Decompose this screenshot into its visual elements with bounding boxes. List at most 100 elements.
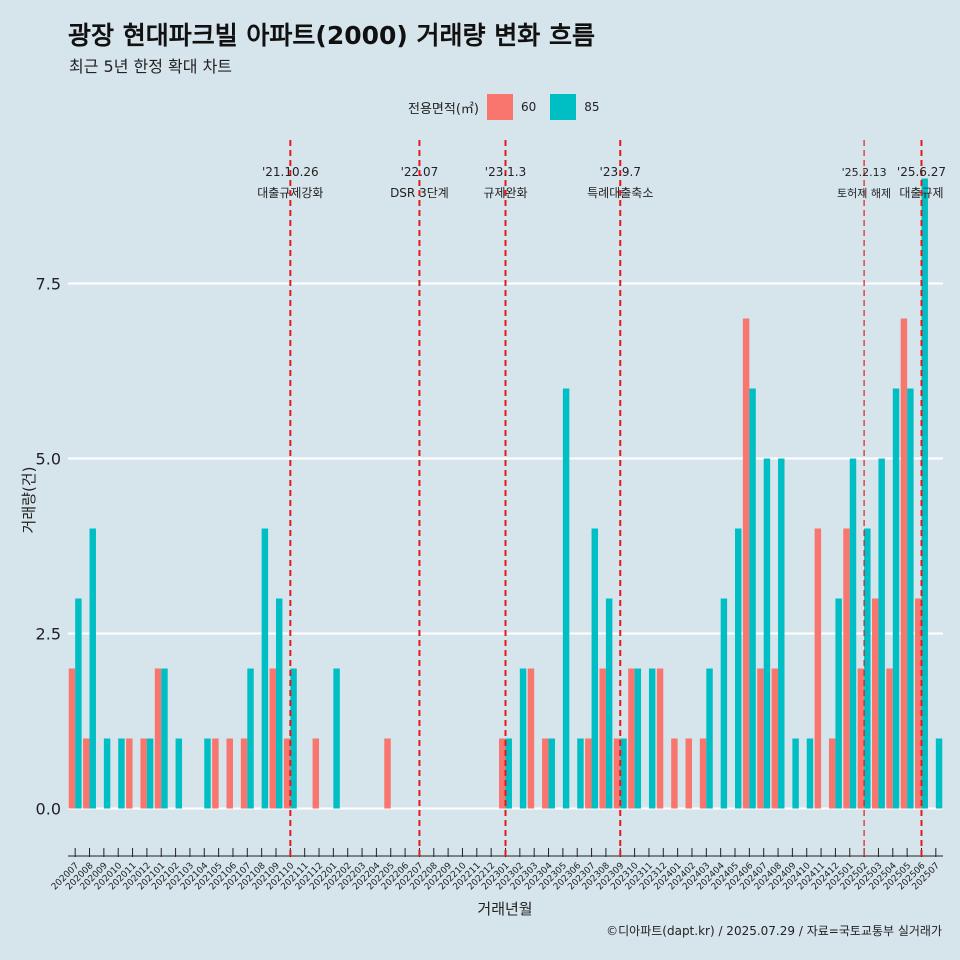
bar-85-202506 xyxy=(921,178,928,809)
bar-85-202408 xyxy=(778,458,785,809)
legend-label-60: 60 xyxy=(520,100,537,114)
bar-85-202502 xyxy=(864,528,871,809)
event-date-202502: '25.2.13 xyxy=(842,166,887,179)
bar-60-202110 xyxy=(283,738,291,809)
bar-60-202412 xyxy=(828,738,836,809)
event-date-202506: '25.6.27 xyxy=(897,165,946,179)
bar-60-202402 xyxy=(685,738,692,809)
footer-credit: ©디아파트(dapt.kr) / 2025.07.29 / 자료=국토교통부 실… xyxy=(606,924,942,938)
legend: 전용면적(㎡) 60 85 xyxy=(408,93,614,121)
bar-60-202308 xyxy=(599,668,606,809)
event-label-202207: DSR 3단계 xyxy=(390,186,449,200)
event-label-202502: 토허제 해제 xyxy=(837,186,891,200)
bar-60-202309 xyxy=(613,738,621,809)
bar-60-202310 xyxy=(628,668,635,809)
x-axis-title: 거래년월 xyxy=(477,900,532,918)
event-date-202301: '23.1.3 xyxy=(485,165,526,179)
y-tick-label-2: 5.0 xyxy=(36,450,61,469)
bar-85-202503 xyxy=(878,458,885,809)
bar-85-202108 xyxy=(261,528,269,809)
bar-60-202008 xyxy=(83,738,90,809)
bar-85-202309 xyxy=(620,738,627,809)
event-label-202110: 대출규제강화 xyxy=(257,186,323,200)
bar-85-202407 xyxy=(763,458,771,809)
bar-60-202012 xyxy=(140,738,147,809)
bar-60-202503 xyxy=(871,598,879,809)
bar-60-202401 xyxy=(671,738,678,809)
legend-title: 전용면적(㎡) xyxy=(408,101,479,117)
bar-60-202301 xyxy=(499,738,506,809)
bar-60-202504 xyxy=(886,668,893,809)
bar-85-202404 xyxy=(720,598,728,809)
bar-85-202405 xyxy=(735,528,742,809)
event-date-202207: '22.07 xyxy=(401,165,439,179)
bar-60-202505 xyxy=(900,318,908,809)
bar-85-202409 xyxy=(792,738,799,809)
bar-60-202205 xyxy=(384,738,391,809)
bar-85-202507 xyxy=(935,738,943,809)
bar-85-202010 xyxy=(118,738,125,809)
bar-60-202411 xyxy=(814,528,822,809)
bar-85-202009 xyxy=(103,738,111,809)
event-date-202110: '21.10.26 xyxy=(262,165,319,179)
y-tick-label-0: 0.0 xyxy=(36,800,61,819)
bar-85-202012 xyxy=(146,738,154,809)
bar-60-202106 xyxy=(226,738,233,809)
event-date-202309: '23.9.7 xyxy=(600,165,641,179)
bar-60-202304 xyxy=(542,738,549,809)
bar-85-202403 xyxy=(706,668,713,809)
bar-85-202008 xyxy=(89,528,96,809)
bar-85-202301 xyxy=(505,738,512,809)
bar-60-202112 xyxy=(312,738,320,809)
bar-85-202109 xyxy=(275,598,283,809)
chart-subtitle: 최근 5년 한정 확대 차트 xyxy=(69,57,233,76)
bar-85-202412 xyxy=(835,598,842,809)
bar-85-202505 xyxy=(907,388,914,809)
bar-85-202308 xyxy=(605,598,613,809)
bar-85-202102 xyxy=(175,738,183,809)
bar-85-202501 xyxy=(849,458,857,809)
event-label-202301: 규제완화 xyxy=(483,186,527,200)
bar-60-202105 xyxy=(212,738,219,809)
legend-label-85: 85 xyxy=(584,100,600,114)
bar-60-202407 xyxy=(757,668,764,809)
bar-85-202410 xyxy=(806,738,814,809)
y-tick-label-3: 7.5 xyxy=(36,275,61,294)
bar-60-202107 xyxy=(240,738,248,809)
bar-60-202506 xyxy=(915,598,922,809)
bar-60-202501 xyxy=(843,528,850,809)
bar-60-202403 xyxy=(699,738,707,809)
bar-60-202303 xyxy=(527,668,535,809)
bar-85-202307 xyxy=(591,528,599,809)
bar-85-202302 xyxy=(519,668,527,809)
bar-85-202007 xyxy=(75,598,82,809)
event-label-202506: 대출규제 xyxy=(899,186,943,200)
bar-85-202201 xyxy=(333,668,340,809)
bar-85-202107 xyxy=(247,668,254,809)
bar-85-202104 xyxy=(204,738,211,809)
bar-60-202011 xyxy=(126,738,133,809)
bar-60-202007 xyxy=(68,668,76,809)
bar-85-202306 xyxy=(577,738,584,809)
legend-key-85 xyxy=(550,94,577,120)
bar-60-202109 xyxy=(269,668,276,809)
bar-85-202406 xyxy=(749,388,756,809)
bar-85-202101 xyxy=(161,668,168,809)
chart-title: 광장 현대파크빌 아파트(2000) 거래량 변화 흐름 xyxy=(68,21,595,50)
bar-60-202406 xyxy=(742,318,750,809)
bar-85-202504 xyxy=(892,388,900,809)
y-tick-label-1: 2.5 xyxy=(36,625,61,644)
bar-60-202408 xyxy=(771,668,779,809)
bar-60-202502 xyxy=(857,668,865,809)
bar-85-202110 xyxy=(290,668,297,809)
bar-60-202101 xyxy=(154,668,162,809)
bar-85-202304 xyxy=(548,738,555,809)
y-axis-title: 거래량(건) xyxy=(20,467,38,534)
legend-key-60 xyxy=(486,94,513,120)
bar-85-202305 xyxy=(562,388,570,809)
bar-85-202310 xyxy=(634,668,642,809)
bar-60-202307 xyxy=(585,738,592,809)
event-label-202309: 특례대출축소 xyxy=(587,186,653,200)
